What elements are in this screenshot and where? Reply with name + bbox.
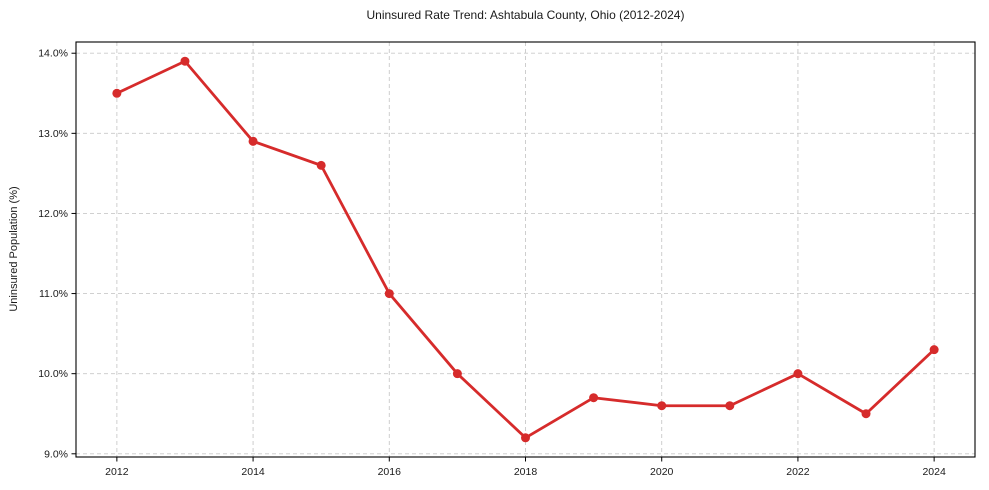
chart-title: Uninsured Rate Trend: Ashtabula County, … [366, 8, 685, 22]
x-tick-label: 2024 [922, 466, 946, 478]
y-tick-label: 12.0% [38, 208, 68, 220]
y-tick-label: 14.0% [38, 48, 68, 60]
y-tick-label: 9.0% [44, 448, 68, 460]
data-point [521, 433, 530, 443]
data-point [929, 345, 939, 355]
x-tick-label: 2016 [378, 466, 402, 478]
y-tick-label: 11.0% [39, 288, 68, 300]
data-point [112, 88, 122, 98]
data-point [861, 409, 871, 419]
data-point [452, 369, 462, 379]
data-point [657, 401, 667, 411]
y-tick-label: 10.0% [38, 368, 68, 380]
data-point [180, 56, 190, 66]
x-tick-label: 2022 [786, 466, 810, 478]
x-tick-label: 2018 [514, 466, 538, 478]
x-tick-label: 2020 [650, 466, 674, 478]
x-tick-label: 2012 [105, 466, 129, 478]
y-tick-label: 13.0% [38, 128, 68, 140]
data-point [248, 136, 258, 146]
x-tick-label: 2014 [241, 466, 265, 478]
data-point [316, 160, 326, 170]
data-point [384, 289, 394, 299]
data-point [725, 401, 735, 411]
data-point [589, 393, 599, 403]
data-point [793, 369, 803, 379]
